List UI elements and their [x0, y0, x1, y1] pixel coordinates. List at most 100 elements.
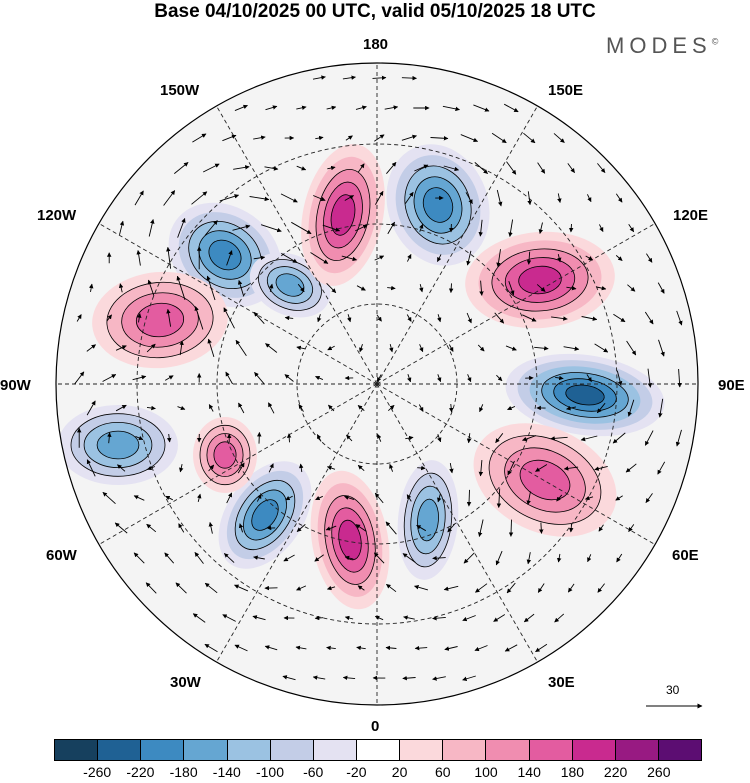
wind-vector — [226, 250, 233, 266]
wind-vector — [223, 307, 235, 329]
wind-vector — [477, 519, 484, 537]
wind-vector — [387, 285, 396, 291]
anomaly-pos-center-5 — [193, 417, 257, 493]
wind-vector — [568, 223, 574, 233]
wind-vector — [117, 464, 126, 472]
wind-vector — [389, 463, 394, 472]
colorbar-tick-label: -100 — [255, 764, 285, 780]
wind-vector — [322, 224, 341, 232]
wind-vector — [326, 105, 337, 111]
lon-label-90e: 90E — [718, 377, 745, 394]
wind-vector — [414, 585, 429, 591]
colorbar-segment-3 — [184, 740, 228, 760]
wind-vector — [466, 312, 472, 324]
wind-vector — [466, 489, 472, 507]
wind-vector — [164, 552, 175, 564]
wind-vector — [254, 372, 265, 384]
logo-text: MODES — [606, 33, 712, 58]
wind-vector — [508, 219, 514, 237]
wind-vector — [462, 675, 476, 681]
wind-vector — [526, 251, 532, 265]
wind-vector — [479, 280, 484, 296]
wind-vector — [376, 374, 382, 382]
colorbar-segment-9 — [443, 740, 487, 760]
wind-vector — [176, 275, 186, 300]
wind-vector — [460, 134, 479, 142]
lon-label-60e: 60E — [672, 547, 699, 564]
wind-vector — [194, 306, 204, 330]
wind-vector — [444, 646, 458, 651]
wind-vector — [314, 554, 324, 562]
wind-vector — [414, 645, 428, 651]
wind-vector — [555, 375, 564, 381]
wind-vector — [437, 314, 442, 323]
wind-vector — [204, 582, 218, 594]
anomaly-contour-band — [213, 441, 237, 469]
wind-vector — [147, 465, 156, 471]
lon-label-30e: 30E — [548, 674, 575, 691]
colorbar-tick-label: 140 — [517, 764, 541, 780]
colorbar-segment-8 — [400, 740, 444, 760]
wind-vector — [628, 223, 635, 233]
wind-vector — [119, 220, 125, 235]
wind-vector — [178, 523, 185, 533]
wind-vector — [462, 615, 476, 622]
wind-vector — [374, 492, 384, 504]
wind-vector — [580, 435, 598, 442]
wind-vector — [416, 524, 427, 532]
meridian-line — [376, 218, 664, 385]
wind-vector — [208, 464, 215, 472]
wind-vector — [344, 195, 354, 201]
wind-vector — [253, 255, 266, 261]
wind-vector — [233, 165, 250, 170]
wind-vector — [268, 463, 274, 473]
wind-vector — [554, 613, 565, 623]
colorbar-tick-label: 180 — [560, 764, 585, 780]
wind-vector — [295, 645, 307, 651]
wind-vector — [496, 189, 503, 207]
wind-vector — [646, 253, 653, 263]
colorbar-tick-label: -260 — [83, 764, 112, 780]
wind-vector — [587, 554, 592, 563]
wind-vector — [537, 583, 545, 593]
colorbar-segment-6 — [313, 740, 357, 760]
wind-vector — [581, 316, 598, 321]
meridian-line — [211, 97, 378, 385]
wind-vector — [563, 346, 580, 351]
wind-vector — [567, 163, 575, 173]
wind-vector — [495, 433, 504, 444]
wind-vector — [355, 224, 368, 232]
wind-vector — [179, 463, 184, 473]
wind-vector — [508, 519, 514, 537]
anomaly-contour-band — [417, 498, 439, 542]
wind-vector — [401, 75, 417, 81]
wind-vector — [386, 583, 397, 593]
wind-vector — [265, 343, 278, 353]
wind-vector — [504, 644, 518, 652]
colorbar-segment-14 — [658, 740, 702, 760]
wind-vector — [118, 283, 124, 293]
wind-vector — [326, 645, 336, 651]
wind-vector — [443, 165, 460, 172]
wind-vector — [268, 402, 275, 414]
wind-vector — [291, 221, 312, 235]
wind-vector — [443, 585, 459, 591]
wind-vector — [584, 495, 594, 501]
wind-vector — [535, 643, 548, 653]
wind-vector — [166, 246, 172, 269]
wind-vector — [222, 614, 236, 622]
colorbar-tick-label: 220 — [603, 764, 628, 780]
wind-vector — [385, 645, 397, 651]
wind-vector — [586, 374, 592, 382]
modes-logo: MODES© — [606, 33, 718, 59]
wind-vector — [223, 553, 235, 563]
colorbar-tick-label: 20 — [391, 764, 408, 780]
wind-vector — [566, 405, 577, 411]
anomaly-contour-band — [330, 194, 356, 236]
wind-vector — [676, 310, 683, 326]
anomaly-contour-band — [208, 239, 242, 271]
wind-vector — [613, 313, 626, 323]
wind-vector — [657, 461, 666, 475]
wind-vector — [206, 275, 216, 301]
wind-vector — [286, 433, 292, 443]
